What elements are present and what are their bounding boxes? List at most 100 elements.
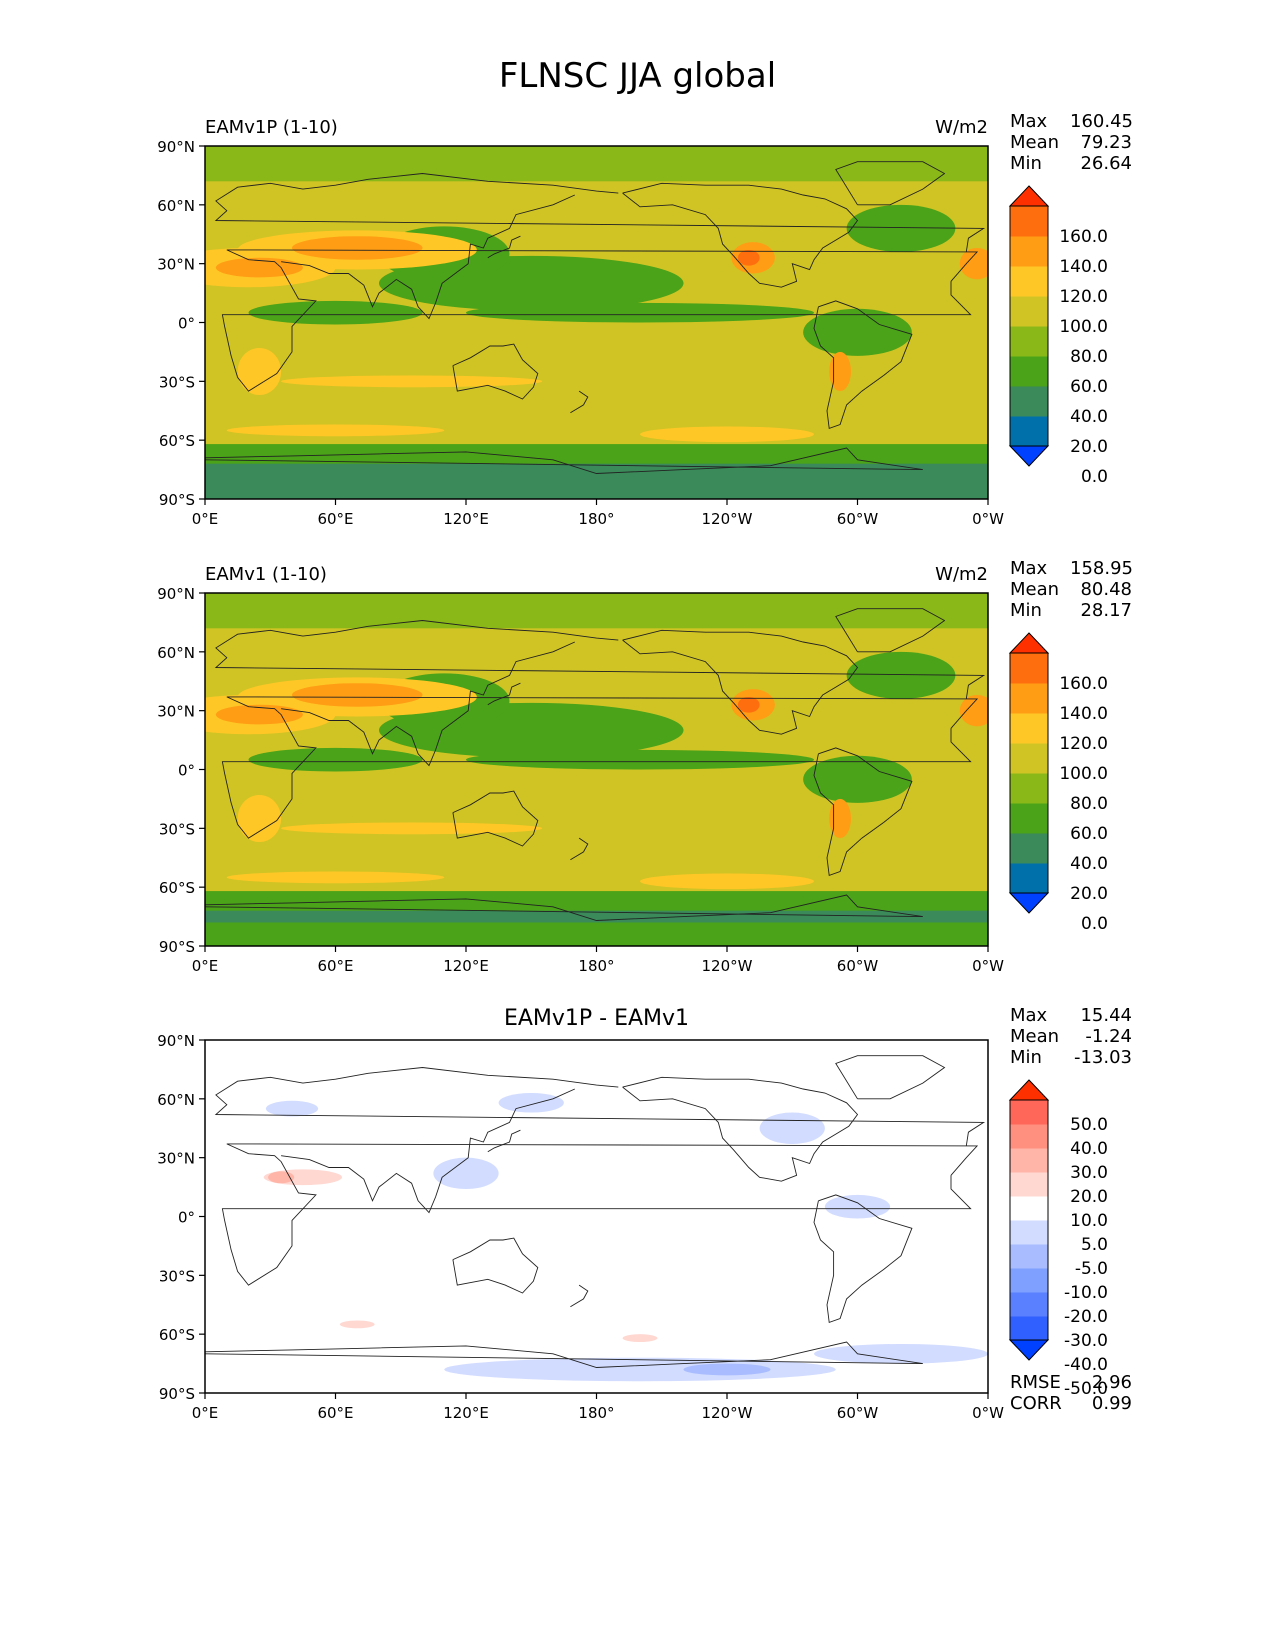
- panel-3-stat-rmse: RMSE 2.96: [1010, 1372, 1132, 1393]
- lon-tick-label: 180°: [578, 1404, 614, 1422]
- field-sahara-hot: [215, 257, 303, 278]
- colorbar-swatch: [1010, 1196, 1048, 1221]
- lon-tick-label: 60°W: [837, 510, 879, 528]
- coastline-2-6: [570, 837, 589, 861]
- field-southern-ocean: [226, 424, 445, 437]
- lat-tick-label: 90°N: [157, 1032, 195, 1050]
- colorbar-label: 80.0: [1070, 347, 1108, 367]
- coastline-3-6: [570, 1284, 589, 1308]
- lon-tick-label: 120°E: [443, 1404, 489, 1422]
- panel-2-stat-min: Min 28.17: [1010, 600, 1132, 621]
- map-field-2: [205, 593, 988, 946]
- lat-tick-label: 60°S: [159, 879, 195, 897]
- map-panel-3: 90°N 60°N 30°N 0° 30°S 60°S 90°S0°E 60°E 120°E 18…: [157, 1032, 1108, 1422]
- field-weddell-negative: [814, 1343, 988, 1364]
- lat-tick-label: 30°S: [159, 1267, 195, 1285]
- lat-tick-label: 90°S: [159, 1385, 195, 1403]
- map-panel-1: 90°N 60°N 30°N 0° 30°S 60°S 90°S0°E 60°E 120°E 18…: [157, 138, 1108, 528]
- coastline-3-9: [813, 1194, 913, 1324]
- field-arctic: [205, 146, 988, 182]
- colorbar-label: 140.0: [1059, 257, 1108, 277]
- colorbar-label: 20.0: [1070, 884, 1108, 904]
- field-andes: [829, 351, 851, 392]
- field-canary: [959, 247, 988, 280]
- lat-tick-label: 90°S: [159, 491, 195, 509]
- colorbar-label: -30.0: [1064, 1331, 1108, 1351]
- colorbar-label: 80.0: [1070, 794, 1108, 814]
- field-pacific-positive: [622, 1334, 658, 1343]
- coastline-3-5: [452, 1237, 539, 1294]
- lon-tick-label: 180°: [578, 957, 614, 975]
- colorbar-frame: [1009, 1099, 1049, 1341]
- coastline-1-9: [813, 300, 913, 430]
- colorbar-extend-bottom: [1008, 892, 1050, 914]
- lon-tick-label: 120°W: [702, 510, 753, 528]
- colorbar-extend-top: [1008, 632, 1050, 654]
- colorbar-label: 120.0: [1059, 287, 1108, 307]
- lat-tick-label: 0°: [178, 1209, 195, 1227]
- colorbar-label: 20.0: [1070, 1187, 1108, 1207]
- lat-tick-label: 30°N: [157, 703, 195, 721]
- colorbar-swatch: [1010, 356, 1048, 387]
- colorbar-swatch: [1010, 683, 1048, 714]
- coastline-1-8: [835, 161, 946, 206]
- lon-tick-label: 0°E: [192, 1404, 219, 1422]
- colorbar-extend-top: [1008, 1079, 1050, 1101]
- lat-tick-label: 30°S: [159, 820, 195, 838]
- panel-2-stat-mean: Mean 80.48: [1010, 579, 1132, 600]
- coastline-2-2: [214, 620, 986, 699]
- lon-tick-label: 120°W: [702, 957, 753, 975]
- panel-3-stat-min: Min -13.03: [1010, 1047, 1132, 1068]
- colorbar-label: 60.0: [1070, 824, 1108, 844]
- colorbar-swatch: [1010, 1268, 1048, 1293]
- panel-3-stat-max: Max 15.44: [1010, 1005, 1132, 1026]
- field-tibet: [292, 236, 423, 260]
- coastline-2-7: [622, 629, 859, 735]
- field-north-atlantic: [846, 204, 956, 252]
- coastline-1-3: [281, 194, 575, 320]
- colorbar-label: -20.0: [1064, 1307, 1108, 1327]
- colorbar-swatch: [1010, 266, 1048, 297]
- lon-tick-label: 60°E: [317, 510, 353, 528]
- colorbar-label: 10.0: [1070, 1211, 1108, 1231]
- field-antarctic-green: [205, 922, 988, 946]
- coastline-2-9: [813, 747, 913, 877]
- colorbar-label: 0.0: [1081, 467, 1108, 487]
- field-canary: [959, 694, 988, 727]
- colorbar-label: 60.0: [1070, 377, 1108, 397]
- lat-tick-label: 90°N: [157, 138, 195, 156]
- panel-3-stat-mean: Mean -1.24: [1010, 1026, 1132, 1047]
- colorbar-label: -40.0: [1064, 1355, 1108, 1375]
- colorbar-swatch: [1010, 803, 1048, 834]
- colorbar-swatch: [1010, 773, 1048, 804]
- field-itcz: [466, 302, 814, 323]
- coastline-1-5: [452, 343, 539, 400]
- lat-tick-label: 0°: [178, 762, 195, 780]
- coastline-3-8: [835, 1055, 946, 1100]
- field-antarctic: [205, 463, 988, 499]
- coastline-1-4: [487, 235, 521, 259]
- colorbar-swatch: [1010, 416, 1048, 447]
- lat-tick-label: 0°: [178, 315, 195, 333]
- field-sahara-hot: [215, 704, 303, 725]
- map-field-1: [205, 146, 988, 499]
- coastline-2-8: [835, 608, 946, 653]
- colorbar-swatch: [1010, 713, 1048, 744]
- coastline-1-2: [214, 173, 986, 252]
- lon-tick-label: 60°E: [317, 1404, 353, 1422]
- field-south-pacific: [640, 873, 814, 890]
- colorbar-swatch: [1010, 743, 1048, 774]
- figure-title: FLNSC JJA global: [498, 56, 777, 96]
- colorbar-label: -50.0: [1064, 1379, 1108, 1399]
- field-siberia: [313, 185, 532, 225]
- colorbar-label: 160.0: [1059, 674, 1108, 694]
- field-andes: [829, 798, 851, 839]
- field-siberia: [313, 632, 532, 672]
- field-southern-ocean: [226, 871, 445, 884]
- field-southwest-us-hot: [737, 249, 760, 266]
- lon-tick-label: 120°W: [702, 1404, 753, 1422]
- map-panel-2: 90°N 60°N 30°N 0° 30°S 60°S 90°S0°E 60°E 120°E 18…: [157, 585, 1108, 975]
- colorbar-swatch: [1010, 1148, 1048, 1173]
- colorbar-label: 160.0: [1059, 227, 1108, 247]
- colorbar-label: 0.0: [1081, 914, 1108, 934]
